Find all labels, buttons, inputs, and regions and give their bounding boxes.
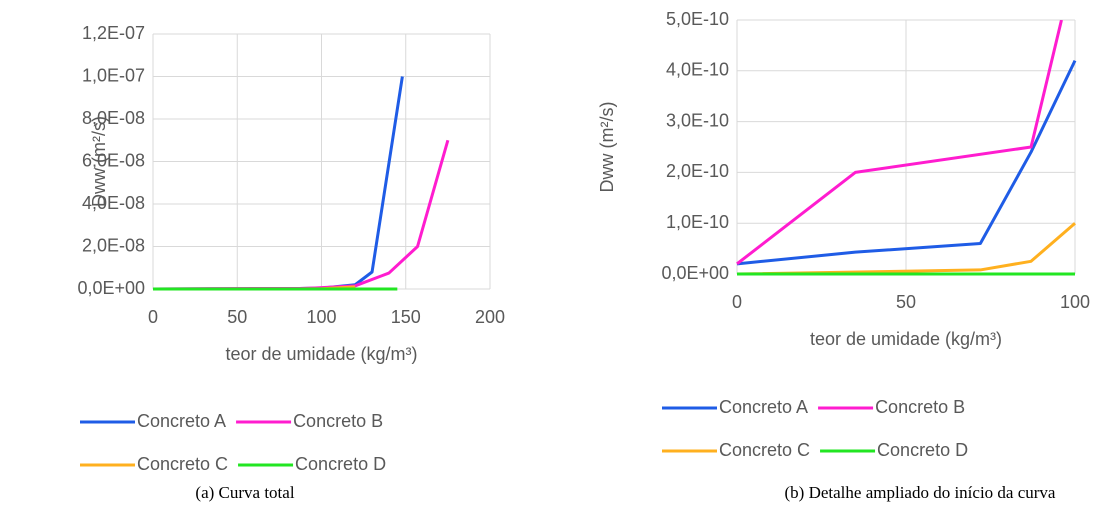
- caption: (b) Detalhe ampliado do início da curva: [785, 483, 1056, 502]
- legend-label: Concreto A: [137, 411, 226, 431]
- series-line: [152, 139, 450, 291]
- caption: (a) Curva total: [195, 483, 294, 502]
- plot-area: [736, 20, 1077, 276]
- y-tick-label: 4,0E-08: [82, 193, 145, 213]
- x-tick-label: 100: [1060, 292, 1090, 312]
- series-line: [736, 59, 1077, 266]
- y-tick-label: 1,2E-07: [82, 23, 145, 43]
- x-axis-label: teor de umidade (kg/m³): [810, 329, 1002, 349]
- x-axis-label: teor de umidade (kg/m³): [225, 344, 417, 364]
- legend-label: Concreto D: [877, 440, 968, 460]
- x-tick-label: 50: [227, 307, 247, 327]
- y-tick-label: 0,0E+00: [661, 263, 729, 283]
- legend-label: Concreto A: [719, 397, 808, 417]
- y-tick-label: 3,0E-10: [666, 110, 729, 130]
- y-tick-label: 2,0E-10: [666, 161, 729, 181]
- y-tick-label: 0,0E+00: [77, 278, 145, 298]
- x-tick-label: 150: [391, 307, 421, 327]
- series-line: [152, 76, 404, 291]
- y-tick-label: 1,0E-07: [82, 65, 145, 85]
- plot-area: [152, 76, 450, 291]
- x-tick-label: 200: [475, 307, 505, 327]
- y-axis-label: Dww (m²/s): [89, 116, 109, 207]
- series-line: [736, 222, 1076, 276]
- legend-label: Concreto C: [137, 454, 228, 474]
- y-tick-label: 6,0E-08: [82, 150, 145, 170]
- legend-label: Concreto B: [293, 411, 383, 431]
- x-tick-label: 100: [306, 307, 336, 327]
- legend-label: Concreto C: [719, 440, 810, 460]
- x-tick-label: 0: [148, 307, 158, 327]
- x-tick-label: 0: [732, 292, 742, 312]
- x-tick-label: 50: [896, 292, 916, 312]
- y-tick-label: 5,0E-10: [666, 9, 729, 29]
- series-line: [736, 20, 1063, 266]
- y-tick-label: 4,0E-10: [666, 60, 729, 80]
- legend-label: Concreto B: [875, 397, 965, 417]
- y-tick-label: 1,0E-10: [666, 212, 729, 232]
- legend-label: Concreto D: [295, 454, 386, 474]
- y-tick-label: 8,0E-08: [82, 108, 145, 128]
- y-tick-label: 2,0E-08: [82, 235, 145, 255]
- y-axis-label: Dww (m²/s): [597, 102, 617, 193]
